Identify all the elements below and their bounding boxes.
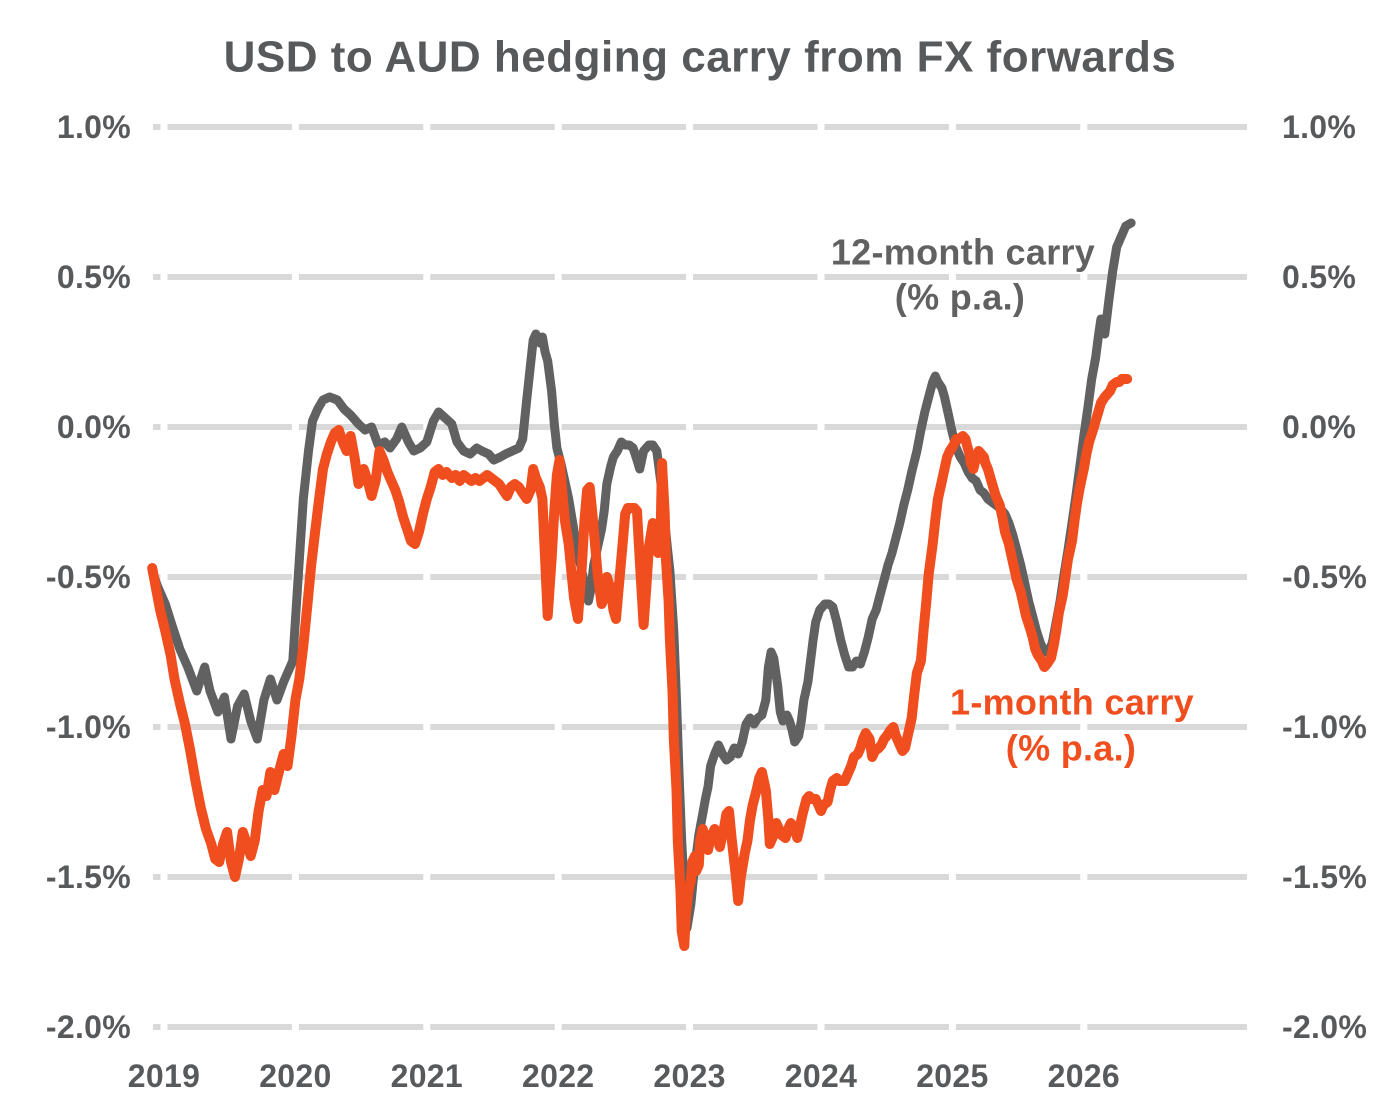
axis-labels-layer: 1.0% 1.0% 0.5% 0.5% 0.0% 0.0% -0.5% -0.5% -1.0% -… xyxy=(46,109,1367,1094)
year-tick-notch xyxy=(1080,123,1088,137)
year-tick-notch xyxy=(686,1023,694,1037)
year-tick-notch xyxy=(160,723,168,737)
series-line-1-month-carry xyxy=(147,374,1133,951)
y-axis-label-left-0.5%: 0.5% xyxy=(57,259,131,295)
year-tick-notch xyxy=(686,723,694,737)
year-tick-notch xyxy=(160,573,168,587)
year-tick-notch xyxy=(817,123,825,137)
year-tick-notch xyxy=(160,1023,168,1037)
year-tick-notch xyxy=(1080,573,1088,587)
chart-title: USD to AUD hedging carry from FX forward… xyxy=(224,33,1177,82)
y-axis-label-right-1.0%: 1.0% xyxy=(1282,109,1356,145)
year-tick-notch xyxy=(423,573,431,587)
year-tick-notch xyxy=(554,873,562,887)
year-tick-notch xyxy=(423,1023,431,1037)
year-tick-notch xyxy=(423,873,431,887)
year-tick-notch xyxy=(1080,1023,1088,1037)
annotation-1-month-carry-line1: 1-month carry xyxy=(950,682,1194,723)
year-tick-notch xyxy=(686,423,694,437)
x-axis-label-2024: 2024 xyxy=(785,1058,857,1094)
year-tick-notch xyxy=(160,123,168,137)
year-tick-notch xyxy=(291,873,299,887)
y-axis-label-left--0.5%: -0.5% xyxy=(46,559,131,595)
year-tick-notch xyxy=(686,123,694,137)
year-tick-notch xyxy=(554,1023,562,1037)
year-tick-notch xyxy=(948,723,956,737)
year-tick-notch xyxy=(291,1023,299,1037)
year-tick-notch xyxy=(554,723,562,737)
annotation-1-month-carry-line2: (% p.a.) xyxy=(1006,728,1136,769)
annotation-12-month-carry-line1: 12-month carry xyxy=(831,232,1095,273)
y-axis-label-left--1.5%: -1.5% xyxy=(46,859,131,895)
x-axis-label-2025: 2025 xyxy=(916,1058,988,1094)
series-line-12-month-carry xyxy=(147,218,1136,933)
x-axis-label-2023: 2023 xyxy=(653,1058,725,1094)
y-axis-label-right--2.0%: -2.0% xyxy=(1282,1009,1367,1045)
y-axis-label-right--1.0%: -1.0% xyxy=(1282,709,1367,745)
annotation-12-month-carry-line2: (% p.a.) xyxy=(895,277,1025,318)
year-tick-notch xyxy=(686,573,694,587)
y-axis-label-right--1.5%: -1.5% xyxy=(1282,859,1367,895)
year-tick-notch xyxy=(291,273,299,287)
year-tick-notch xyxy=(1080,723,1088,737)
year-tick-notch xyxy=(554,123,562,137)
year-tick-notch xyxy=(160,273,168,287)
year-tick-notch xyxy=(948,1023,956,1037)
y-axis-label-left-1.0%: 1.0% xyxy=(57,109,131,145)
year-tick-notch xyxy=(160,873,168,887)
year-tick-notch xyxy=(554,573,562,587)
year-tick-notch xyxy=(817,273,825,287)
y-axis-label-right--0.5%: -0.5% xyxy=(1282,559,1367,595)
x-axis-label-2026: 2026 xyxy=(1048,1058,1120,1094)
year-tick-notch xyxy=(160,423,168,437)
year-tick-notch xyxy=(423,123,431,137)
y-axis-label-right-0.0%: 0.0% xyxy=(1282,409,1356,445)
x-axis-label-2020: 2020 xyxy=(259,1058,331,1094)
year-tick-notch xyxy=(948,573,956,587)
year-tick-notch xyxy=(291,423,299,437)
y-axis-label-right-0.5%: 0.5% xyxy=(1282,259,1356,295)
x-axis-label-2019: 2019 xyxy=(128,1058,200,1094)
year-tick-notch xyxy=(817,723,825,737)
year-tick-notch xyxy=(817,873,825,887)
year-tick-notch xyxy=(291,123,299,137)
series-lines-layer xyxy=(147,218,1136,951)
x-axis-label-2022: 2022 xyxy=(522,1058,594,1094)
year-tick-notch xyxy=(423,723,431,737)
year-tick-notch xyxy=(948,273,956,287)
year-tick-notch xyxy=(423,273,431,287)
year-tick-notch xyxy=(817,573,825,587)
y-axis-label-left-0.0%: 0.0% xyxy=(57,409,131,445)
year-tick-notch xyxy=(948,123,956,137)
year-tick-notch xyxy=(1080,873,1088,887)
year-tick-notch xyxy=(817,423,825,437)
year-tick-notch xyxy=(554,273,562,287)
year-tick-notch xyxy=(817,1023,825,1037)
y-axis-label-left--2.0%: -2.0% xyxy=(46,1009,131,1045)
year-tick-notch xyxy=(948,873,956,887)
y-axis-label-left--1.0%: -1.0% xyxy=(46,709,131,745)
x-axis-label-2021: 2021 xyxy=(391,1058,463,1094)
year-tick-notch xyxy=(686,273,694,287)
year-tick-notch xyxy=(1080,273,1088,287)
